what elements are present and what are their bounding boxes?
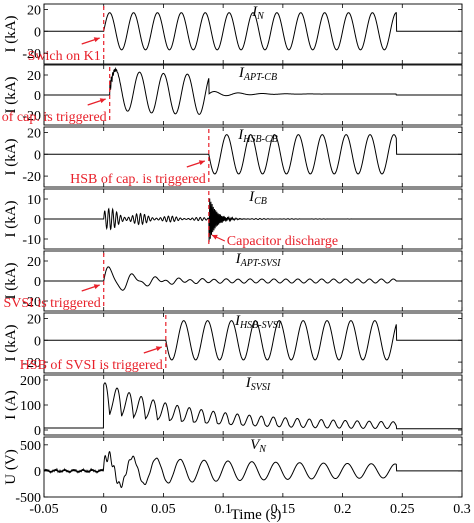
x-axis-label: Time (s)	[231, 507, 282, 523]
y-tick-label: 20	[27, 69, 41, 84]
x-tick-label: 0.3	[453, 502, 471, 517]
panel-8: 500 0 -500 U (V) VN	[3, 436, 463, 506]
annotation-arrowhead	[93, 284, 100, 290]
x-tick-label: -0.05	[29, 502, 58, 517]
x-tick-label: 0.05	[151, 502, 176, 517]
y-axis-label: I (kA)	[3, 324, 19, 361]
annotation-text: HSB of SVSI is triggered	[20, 358, 163, 373]
y-tick-label: 0	[34, 89, 41, 104]
y-axis-label: I (kA)	[3, 262, 19, 299]
annotation-text: Swich on K1	[28, 49, 101, 64]
y-tick-label: 0	[34, 424, 41, 439]
y-axis-label: I (kA)	[3, 15, 19, 52]
panel-frame	[43, 312, 463, 374]
series-label: IN	[251, 4, 265, 22]
y-tick-label: 0	[34, 25, 41, 40]
y-tick-label: 20	[27, 3, 41, 18]
y-axis-label: U (V)	[3, 449, 19, 484]
annotation-arrowhead	[198, 160, 205, 166]
y-axis-label: I (kA)	[3, 76, 19, 113]
x-tick-label: 0.2	[334, 502, 352, 517]
series-label: IAPT-SVSI	[235, 251, 281, 269]
y-axis-label: I (kA)	[3, 138, 19, 175]
y-tick-label: -20	[22, 47, 41, 62]
x-tick-label: 0.25	[390, 502, 415, 517]
y-tick-label: 20	[27, 255, 41, 270]
y-tick-label: 0	[34, 148, 41, 163]
series-line	[44, 134, 462, 175]
series-line	[44, 66, 462, 115]
series-line	[44, 382, 462, 430]
panel-1: 20 0 -20I (kA) IN Swich on K1	[3, 3, 463, 65]
series-label: IHSB-SVSI	[234, 313, 282, 331]
y-tick-label: 10	[27, 193, 41, 208]
panel-5: 20 0 -20I (kA) IAPT-SVSI APT of SVSI is trig…	[0, 250, 463, 312]
y-axis-label: I (A)	[3, 390, 19, 420]
y-tick-label: 20	[27, 126, 41, 141]
series-line	[44, 198, 462, 242]
annotation-text: HSB of cap. is triggered	[70, 172, 206, 187]
x-tick-label: 0.1	[214, 502, 232, 517]
y-tick-label: 0	[34, 334, 41, 349]
annotation-arrowhead	[99, 98, 106, 104]
x-tick-label: 0.15	[271, 502, 296, 517]
series-line	[44, 266, 462, 291]
y-tick-label: 0	[34, 465, 41, 480]
x-tick-label: 0	[100, 502, 107, 517]
y-tick-label: -20	[22, 295, 41, 310]
series-line	[43, 451, 462, 489]
y-tick-label: 100	[20, 399, 41, 414]
y-tick-label: -10	[22, 233, 41, 248]
panel-frame	[43, 3, 463, 65]
series-label: ICB	[248, 189, 267, 207]
y-tick-label: -20	[22, 109, 41, 124]
panel-frame	[43, 436, 463, 498]
series-label: VN	[250, 437, 267, 455]
annotation-text: APT of cap. is triggered	[0, 110, 107, 125]
series-line	[44, 12, 462, 51]
series-label: ISVSI	[245, 375, 271, 393]
y-tick-label: -20	[22, 170, 41, 185]
y-axis-label: I (kA)	[3, 200, 19, 237]
y-tick-label: -20	[22, 356, 41, 371]
annotation-arrowhead	[155, 346, 162, 352]
y-tick-label: 200	[20, 374, 41, 389]
annotation-text: APT of SVSI is triggered	[0, 296, 101, 311]
panel-6: 20 0 -20I (kA) IHSB-SVSI HSB of SVSI is trig…	[3, 312, 463, 374]
x-axis: -0.05 0 0.05 0.1 0.15 0.2 0.25 0.3	[29, 502, 470, 517]
y-tick-label: 0	[34, 275, 41, 290]
series-label: IHSB-CB	[237, 127, 277, 145]
annotation-text: Capacitor discharge	[227, 234, 338, 249]
annotation-arrowhead	[93, 37, 100, 43]
panel-4: 10 0 -10I (kA) ICB Capacitor discharge	[3, 188, 463, 250]
series-line	[44, 320, 462, 361]
series-label: IAPT-CB	[238, 65, 277, 83]
panel-3: 20 0 -20I (kA) IHSB-CB HSB of cap. is trigge…	[3, 126, 463, 188]
panel-2: 20 0 -20I (kA) IAPT-CB APT of cap. is trigge…	[0, 64, 463, 126]
y-tick-label: 20	[27, 312, 41, 327]
y-tick-label: 500	[20, 439, 41, 454]
annotation-arrowhead	[211, 234, 218, 240]
panel-frame	[43, 126, 463, 188]
y-tick-label: -500	[15, 491, 41, 506]
panel-7: 200 100 0 I (A) ISVSI	[3, 374, 463, 439]
y-tick-label: 0	[34, 213, 41, 228]
